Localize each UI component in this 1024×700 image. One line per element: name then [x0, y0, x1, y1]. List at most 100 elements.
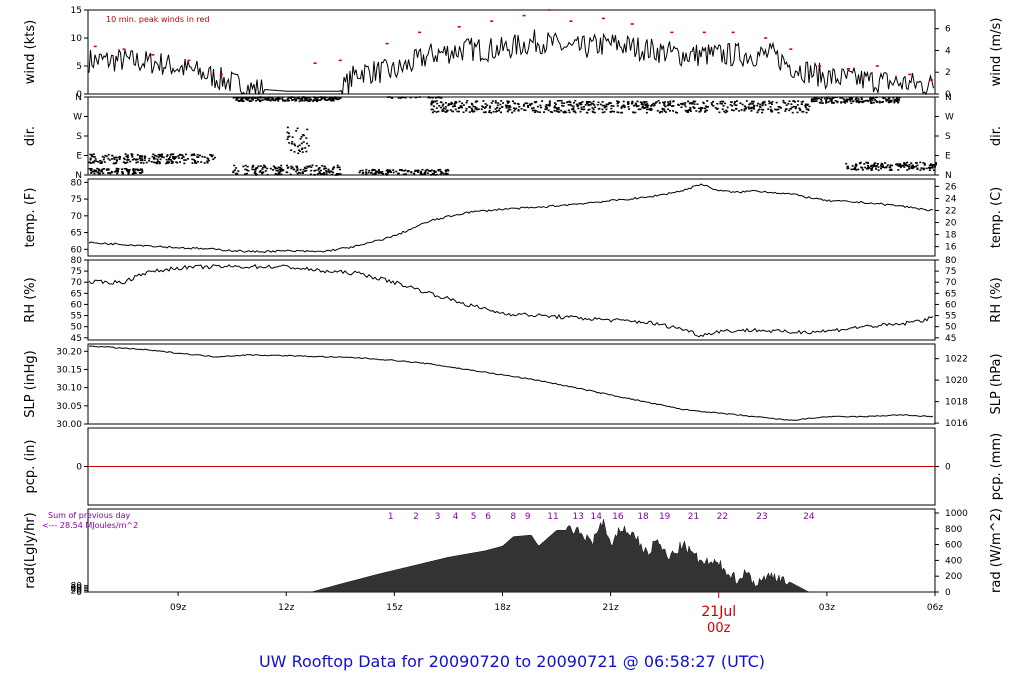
direction-point [297, 96, 300, 98]
direction-point [645, 101, 648, 103]
direction-point [237, 170, 240, 172]
direction-point [539, 106, 542, 109]
direction-point [750, 107, 753, 109]
solar_radiation-ytick-label-right: 1000 [945, 509, 968, 519]
direction-point [723, 110, 726, 113]
direction-point [441, 110, 444, 112]
direction-point [154, 157, 157, 160]
direction-point [484, 103, 487, 105]
direction-point [512, 107, 515, 110]
direction-point [337, 98, 340, 101]
sea_level_pressure-ytick-label-left: 30.05 [56, 402, 82, 412]
direction-point [259, 169, 262, 172]
direction-point [100, 161, 103, 163]
direction-point [616, 100, 619, 102]
direction-point [507, 109, 510, 111]
direction-point [102, 172, 105, 175]
direction-point [897, 165, 900, 167]
direction-point [277, 100, 280, 102]
direction-point [442, 107, 445, 109]
direction-point [863, 100, 866, 102]
wind-peak-marker [929, 79, 933, 81]
direction-point [400, 169, 403, 171]
direction-point [484, 111, 487, 113]
direction-point [361, 172, 364, 175]
wind-ytick-label-left: 5 [76, 62, 82, 72]
direction-point [719, 100, 722, 103]
direction-point [141, 171, 144, 174]
direction-point [878, 101, 881, 104]
direction-point [913, 165, 916, 168]
direction-point [488, 109, 491, 112]
direction-ytick-label-right: S [945, 132, 951, 142]
direction-point [501, 106, 504, 108]
direction-point [910, 167, 913, 169]
direction-point [332, 99, 335, 102]
direction-point [198, 154, 201, 157]
direction-point [847, 98, 850, 101]
direction-point [502, 102, 505, 104]
direction-point [451, 110, 454, 113]
direction-point [264, 98, 267, 100]
direction-point [90, 155, 93, 157]
direction-point [752, 101, 755, 103]
date-label: 21Jul [701, 604, 736, 620]
direction-point [725, 109, 728, 112]
direction-point [589, 101, 592, 103]
direction-point [396, 172, 399, 175]
direction-point [888, 169, 891, 171]
direction-point [799, 108, 802, 111]
solar_radiation-ytick-label-right: 400 [945, 556, 962, 566]
direction-point [584, 104, 587, 106]
direction-point [431, 111, 434, 114]
direction-point [865, 167, 868, 170]
direction-point [254, 97, 257, 99]
direction-point [397, 97, 400, 99]
direction-point [256, 167, 259, 169]
direction-point [368, 169, 371, 172]
direction-point [565, 101, 568, 104]
direction-point [597, 101, 600, 104]
direction-point [261, 171, 264, 174]
wind-peak-marker [818, 65, 822, 67]
direction-point [704, 111, 707, 113]
wind-ytick-label-right: 4 [945, 46, 951, 56]
direction-point [281, 98, 284, 100]
direction-point [777, 111, 780, 114]
panel-sea_level_pressure: SLP (inHg) SLP (hPa) 30.00 30.05 30.10 30.15 3… [23, 343, 1004, 430]
direction-point [301, 98, 304, 100]
direction-point [295, 130, 298, 132]
direction-point [296, 166, 299, 169]
direction-point [338, 96, 341, 99]
direction-point [721, 103, 724, 105]
direction-point [379, 171, 382, 173]
direction-point [663, 108, 666, 111]
direction-point [279, 167, 282, 169]
direction-ylabel-right: dir. [989, 126, 1004, 146]
direction-point [515, 107, 518, 110]
direction-point [705, 109, 708, 112]
direction-point [303, 99, 306, 102]
direction-point [131, 172, 134, 175]
direction-point [767, 108, 770, 110]
direction-point [903, 163, 906, 166]
x-tick-label: 06z [927, 603, 943, 613]
direction-point [529, 104, 532, 107]
direction-point [336, 174, 339, 176]
direction-point [538, 111, 541, 114]
direction-point [604, 105, 607, 108]
direction-point [261, 99, 264, 101]
direction-point [303, 166, 306, 169]
direction-point [127, 171, 130, 173]
direction-point [761, 102, 764, 105]
direction-point [386, 172, 389, 174]
direction-point [730, 101, 733, 103]
direction-point [829, 99, 832, 102]
direction-point [689, 106, 692, 109]
direction-point [235, 172, 238, 175]
direction-point [580, 108, 583, 111]
direction-point [287, 97, 290, 100]
direction-point [277, 166, 280, 169]
direction-point [440, 97, 443, 99]
direction-point [676, 111, 679, 114]
